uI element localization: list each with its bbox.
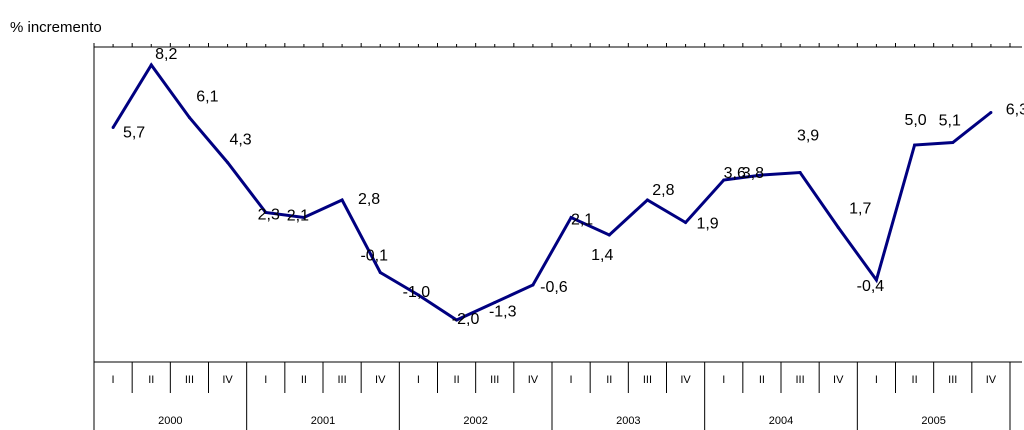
data-label: 3,6 — [724, 165, 746, 182]
year-tick-label: 2000 — [158, 415, 182, 427]
data-label: -0,6 — [540, 279, 568, 296]
year-tick-label: 2001 — [311, 415, 335, 427]
data-label: 3,9 — [797, 128, 819, 145]
data-label: 4,3 — [229, 132, 251, 149]
data-label: 6,1 — [196, 89, 218, 106]
data-point — [416, 293, 420, 297]
data-label: 2,8 — [652, 182, 674, 199]
data-point — [684, 221, 688, 224]
data-point — [187, 116, 191, 119]
year-tick-label: 2004 — [769, 415, 793, 427]
quarter-tick-label: III — [795, 374, 804, 386]
quarter-tick-label: IV — [986, 374, 997, 386]
y-axis-title: % incremento — [10, 19, 102, 36]
quarter-tick-label: II — [912, 374, 918, 386]
quarter-tick-label: IV — [680, 374, 691, 386]
data-label: 1,9 — [696, 216, 718, 233]
quarter-tick-label: I — [722, 374, 725, 386]
data-point — [226, 161, 230, 164]
data-point — [111, 126, 115, 129]
data-label: -0,4 — [857, 278, 885, 295]
year-tick-label: 2002 — [463, 415, 487, 427]
data-label: 2,3 — [258, 207, 280, 224]
data-label: 2,8 — [358, 191, 380, 208]
data-point — [913, 143, 917, 147]
data-point — [760, 173, 764, 177]
data-label: 8,2 — [155, 46, 177, 63]
data-point — [874, 278, 878, 282]
data-point — [607, 233, 611, 237]
data-point — [722, 178, 726, 182]
data-label: 2,1 — [287, 208, 309, 225]
data-point — [340, 198, 344, 202]
quarter-tick-label: I — [570, 374, 573, 386]
data-label: 2,1 — [571, 212, 593, 229]
data-label: -1,3 — [489, 304, 517, 321]
quarter-tick-label: I — [112, 374, 115, 386]
data-label: 1,7 — [849, 201, 871, 218]
quarter-tick-label: III — [490, 374, 499, 386]
quarter-tick-label: II — [454, 374, 460, 386]
data-label: 3,8 — [742, 165, 764, 182]
quarter-tick-label: I — [264, 374, 267, 386]
data-point — [989, 111, 993, 114]
series-line — [111, 62, 992, 322]
quarter-tick-label: III — [948, 374, 957, 386]
year-tick-label: 2003 — [616, 415, 640, 427]
data-point — [302, 216, 306, 219]
data-point — [531, 283, 535, 287]
data-label: 5,1 — [939, 113, 961, 130]
data-label: 5,7 — [123, 125, 145, 142]
data-point — [836, 226, 840, 229]
data-point — [569, 216, 573, 219]
data-label: 1,4 — [591, 247, 613, 264]
quarter-tick-label: IV — [528, 374, 539, 386]
year-tick-label: 2005 — [921, 415, 945, 427]
data-point — [378, 271, 382, 274]
data-point — [264, 211, 268, 214]
data-point — [645, 198, 649, 202]
quarter-tick-label: I — [417, 374, 420, 386]
data-point — [798, 171, 802, 174]
data-point — [455, 318, 459, 322]
quarter-tick-label: IV — [222, 374, 233, 386]
data-point — [951, 141, 955, 144]
quarter-tick-label: III — [185, 374, 194, 386]
quarter-tick-label: II — [759, 374, 765, 386]
quarter-tick-label: I — [875, 374, 878, 386]
data-label: 5,0 — [904, 112, 926, 129]
data-label: -0,1 — [360, 248, 388, 265]
quarter-tick-label: II — [301, 374, 307, 386]
quarter-tick-label: III — [643, 374, 652, 386]
data-label: -2,0 — [452, 311, 480, 328]
quarter-tick-label: II — [606, 374, 612, 386]
quarter-tick-label: IV — [833, 374, 844, 386]
data-label: 6,3 — [1006, 102, 1024, 119]
data-label: -1,0 — [403, 284, 431, 301]
data-point — [493, 301, 497, 304]
data-point — [149, 63, 153, 67]
quarter-tick-label: III — [337, 374, 346, 386]
quarter-tick-label: II — [148, 374, 154, 386]
quarter-tick-label: IV — [375, 374, 386, 386]
